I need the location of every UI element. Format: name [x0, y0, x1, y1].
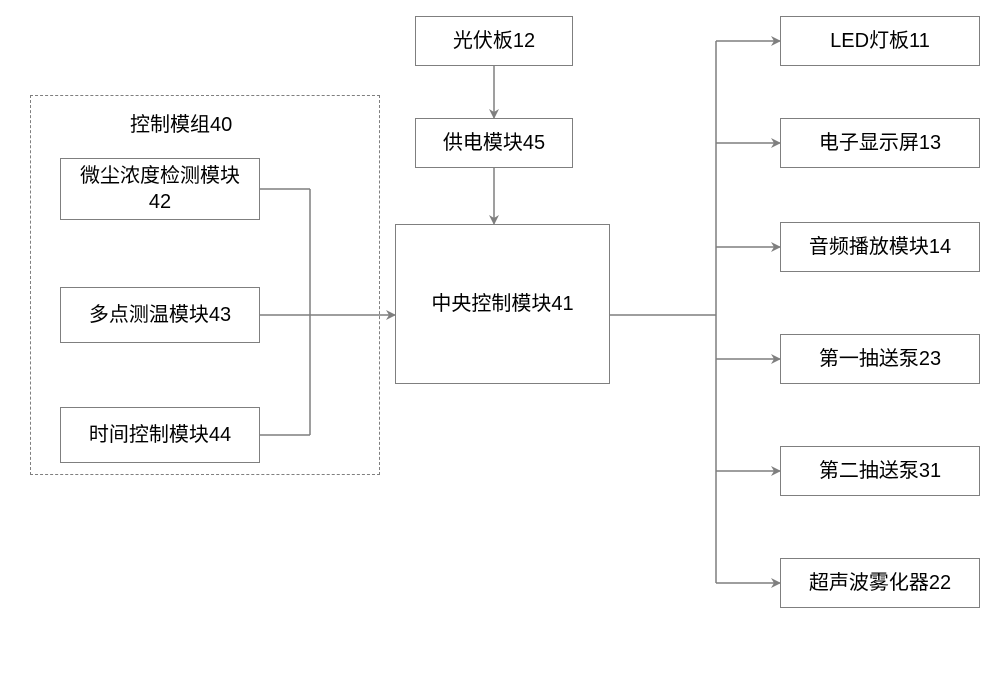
- node-central: 中央控制模块41: [395, 224, 610, 384]
- node-time: 时间控制模块44: [60, 407, 260, 463]
- node-led: LED灯板11: [780, 16, 980, 66]
- control-module-group-label: 控制模组40: [130, 108, 232, 137]
- node-audio: 音频播放模块14: [780, 222, 980, 272]
- node-pump2: 第二抽送泵31: [780, 446, 980, 496]
- node-ultra: 超声波雾化器22: [780, 558, 980, 608]
- node-temp: 多点测温模块43: [60, 287, 260, 343]
- node-pv: 光伏板12: [415, 16, 573, 66]
- node-dust: 微尘浓度检测模块42: [60, 158, 260, 220]
- node-power: 供电模块45: [415, 118, 573, 168]
- node-pump1: 第一抽送泵23: [780, 334, 980, 384]
- node-display: 电子显示屏13: [780, 118, 980, 168]
- diagram-canvas: 控制模组40 光伏板12 供电模块45 中央控制模块41 微尘浓度检测模块42 多点测温模…: [0, 0, 1000, 686]
